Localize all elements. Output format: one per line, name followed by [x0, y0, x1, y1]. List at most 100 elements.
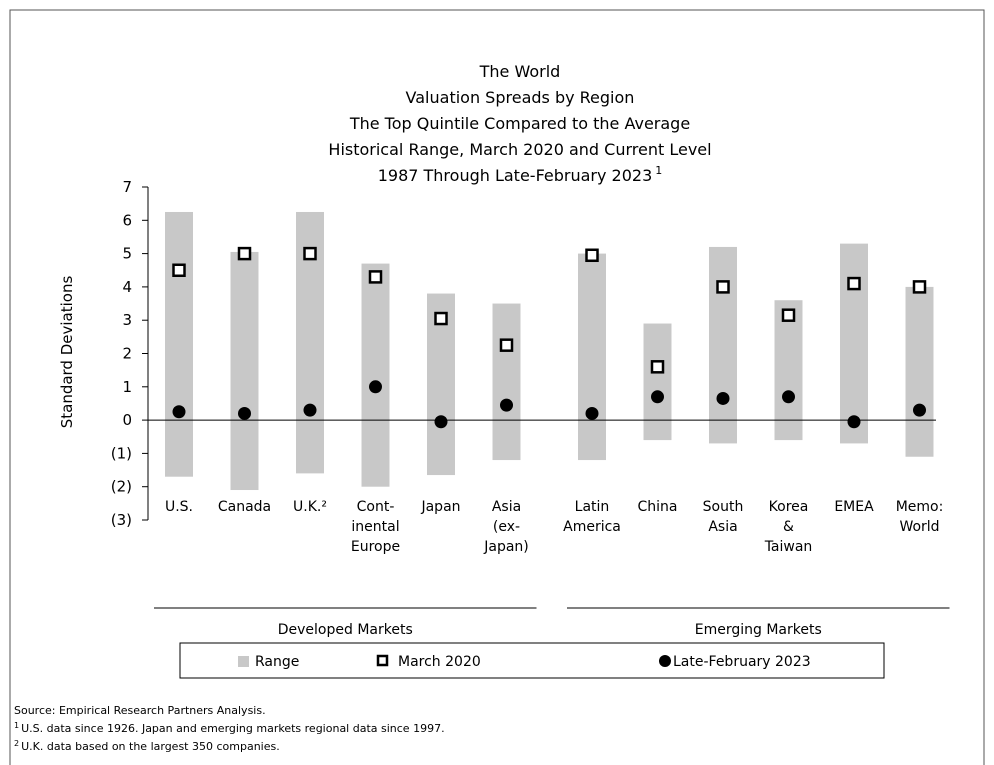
- legend-label: March 2020: [398, 654, 481, 670]
- x-tick-label: China: [638, 499, 678, 515]
- footnote-text: Source: Empirical Research Partners Anal…: [14, 704, 266, 717]
- chart-title: The World: [479, 62, 561, 81]
- footnote-text: U.S. data since 1926. Japan and emerging…: [21, 722, 444, 735]
- range-bar: [492, 303, 521, 461]
- label-line: Japan: [420, 499, 460, 515]
- label-line: &: [783, 519, 794, 535]
- label-line: Japan): [483, 539, 529, 555]
- current-marker: [651, 390, 664, 404]
- march-2020-marker: [847, 276, 861, 291]
- title-marker: 1: [655, 164, 662, 177]
- range-bar: [774, 300, 803, 441]
- label-line: inental: [351, 519, 399, 535]
- y-tick-label: 3: [122, 311, 132, 329]
- march-2020-marker: [368, 270, 383, 284]
- range-bar: [905, 286, 934, 457]
- range-bar: [578, 253, 606, 461]
- group-label: Emerging Markets: [695, 622, 822, 638]
- march-2020-marker: [499, 338, 514, 352]
- x-tick-label: Japan: [420, 499, 460, 515]
- march-2020-marker: [237, 246, 252, 261]
- x-tick-label: EMEA: [834, 499, 874, 515]
- march-2020-marker: [912, 280, 927, 294]
- x-tick-label: Cont-inental Europe: [351, 499, 400, 555]
- x-tick-label: U.K.²: [293, 499, 327, 515]
- march-2020-marker: [172, 263, 186, 277]
- label-line: World: [899, 519, 939, 535]
- legend-swatch: [659, 655, 671, 667]
- x-tick-label: Latin America: [563, 499, 621, 535]
- label-line: Canada: [218, 499, 271, 515]
- label-line: Korea: [769, 499, 809, 515]
- y-tick-label: (3): [111, 511, 132, 529]
- label-line: U.K.²: [293, 499, 327, 515]
- label-line: South: [703, 499, 744, 515]
- current-marker: [500, 398, 513, 412]
- current-marker: [369, 380, 382, 394]
- range-bar: [643, 323, 672, 441]
- chart-title: Valuation Spreads by Region: [406, 88, 635, 107]
- x-tick-label: Canada: [218, 499, 271, 515]
- y-axis-label: Standard Deviations: [58, 276, 76, 429]
- march-2020-marker: [781, 308, 796, 322]
- footnote-marker: 1: [14, 721, 19, 730]
- legend-label: Late-February 2023: [673, 654, 811, 670]
- range-bar: [840, 243, 868, 444]
- march-2020-marker: [585, 248, 599, 263]
- y-tick-label: (1): [111, 444, 132, 462]
- label-line: Cont-: [357, 499, 395, 515]
- label-line: U.S.: [165, 499, 193, 515]
- y-tick-label: 5: [122, 245, 132, 263]
- footnote: 2 U.K. data based on the largest 350 comp…: [14, 739, 280, 753]
- title-line: Valuation Spreads by Region: [406, 88, 635, 107]
- group-label: Developed Markets: [278, 622, 413, 638]
- label-line: Taiwan: [764, 539, 813, 555]
- current-marker: [782, 390, 795, 404]
- footnote: Source: Empirical Research Partners Anal…: [14, 704, 266, 717]
- label-line: (ex-: [493, 519, 520, 535]
- range-bar: [709, 246, 737, 444]
- y-tick-label: (2): [111, 478, 132, 496]
- current-marker: [847, 415, 861, 429]
- chart-title: Historical Range, March 2020 and Current…: [328, 140, 711, 159]
- x-tick-label: Memo: World: [896, 499, 944, 535]
- title-line: The World: [479, 62, 561, 81]
- range-bar: [165, 211, 193, 477]
- x-tick-label: South Asia: [703, 499, 744, 535]
- current-marker: [172, 405, 186, 419]
- march-2020-marker: [434, 311, 448, 326]
- title-line: Historical Range, March 2020 and Current…: [328, 140, 711, 159]
- y-tick-label: 2: [122, 345, 132, 363]
- footnote-text: U.K. data based on the largest 350 compa…: [21, 740, 280, 753]
- label-line: Memo:: [896, 499, 944, 515]
- legend-label: Range: [255, 654, 299, 670]
- label-line: Europe: [351, 539, 400, 555]
- label-line: China: [638, 499, 678, 515]
- legend-box: [179, 642, 885, 679]
- current-marker: [238, 406, 251, 420]
- march-2020-marker: [650, 360, 665, 374]
- y-tick-label: 0: [122, 411, 132, 429]
- title-line: 1987 Through Late-February 2023: [378, 166, 653, 185]
- x-tick-label: Korea & Taiwan: [764, 499, 813, 555]
- march-2020-marker: [716, 280, 730, 294]
- x-tick-label: U.S.: [165, 499, 193, 515]
- legend-swatch: [238, 656, 249, 667]
- y-tick-label: 4: [122, 278, 132, 296]
- label-line: EMEA: [834, 499, 874, 515]
- current-marker: [716, 391, 730, 405]
- current-marker: [434, 415, 448, 429]
- label-line: America: [563, 519, 621, 535]
- chart-title: 1987 Through Late-February 2023 1: [378, 164, 663, 185]
- chart-title: The Top Quintile Compared to the Average: [349, 114, 690, 133]
- y-tick-label: 7: [122, 178, 132, 196]
- footnote-marker: 2: [14, 739, 19, 748]
- frame: [9, 9, 985, 765]
- x-tick-label: Asia (ex- Japan): [483, 499, 529, 555]
- y-tick-label: 6: [122, 211, 132, 229]
- footnote: 1 U.S. data since 1926. Japan and emergin…: [14, 721, 445, 735]
- range-bar: [361, 263, 390, 487]
- y-tick-label: 1: [122, 378, 132, 396]
- current-marker: [303, 403, 317, 417]
